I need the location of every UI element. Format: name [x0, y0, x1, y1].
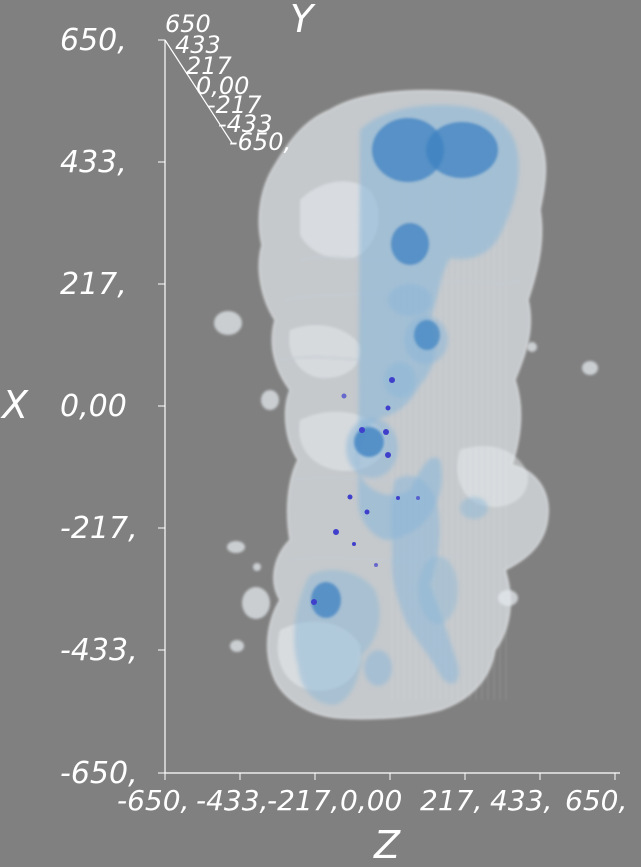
y-axis-title: Y	[290, 0, 316, 41]
y-tick-label: -650,	[229, 128, 291, 156]
x-axis-ticks	[158, 39, 165, 774]
x-tick-label: -433,	[60, 633, 138, 668]
y-tick-label: 217	[186, 52, 233, 80]
y-tick-label: 650	[165, 10, 211, 38]
z-axis-tick-labels: -650, -433, -217, 0,00 217, 433, 650,	[117, 784, 627, 817]
y-tick-label: 433	[175, 31, 221, 59]
z-axis-title: Z	[373, 823, 401, 867]
x-tick-label: -217,	[60, 511, 138, 546]
z-axis-ticks	[164, 773, 616, 780]
z-tick-label: -650,	[117, 784, 189, 817]
y-tick-label: -217	[207, 91, 262, 119]
z-tick-label: 217,	[420, 784, 482, 817]
x-axis-title: X	[0, 383, 29, 427]
x-tick-label: 0,00	[60, 389, 127, 424]
data-points	[311, 377, 420, 605]
x-tick-label: -650,	[60, 756, 138, 791]
scattered-blobs	[214, 311, 598, 652]
z-tick-label: 433,	[490, 784, 552, 817]
x-axis-tick-labels: 650, 433, 217, 0,00 -217, -433, -650,	[60, 23, 138, 791]
y-axis-tick-labels: 650 433 217 0,00 -217 -433 -650,	[165, 10, 291, 156]
z-tick-label: -433,	[196, 784, 268, 817]
y-tick-label: -433	[218, 110, 272, 138]
y-axis-line	[164, 39, 233, 144]
x-tick-label: 650,	[60, 23, 127, 58]
z-tick-label: 650,	[565, 784, 627, 817]
z-tick-label: 0,00	[340, 784, 402, 817]
inner-isosurface	[311, 118, 498, 618]
x-tick-label: 433,	[60, 145, 127, 180]
z-tick-label: -217,	[267, 784, 339, 817]
y-tick-label: 0,00	[196, 72, 249, 100]
x-tick-label: 217,	[60, 267, 127, 302]
